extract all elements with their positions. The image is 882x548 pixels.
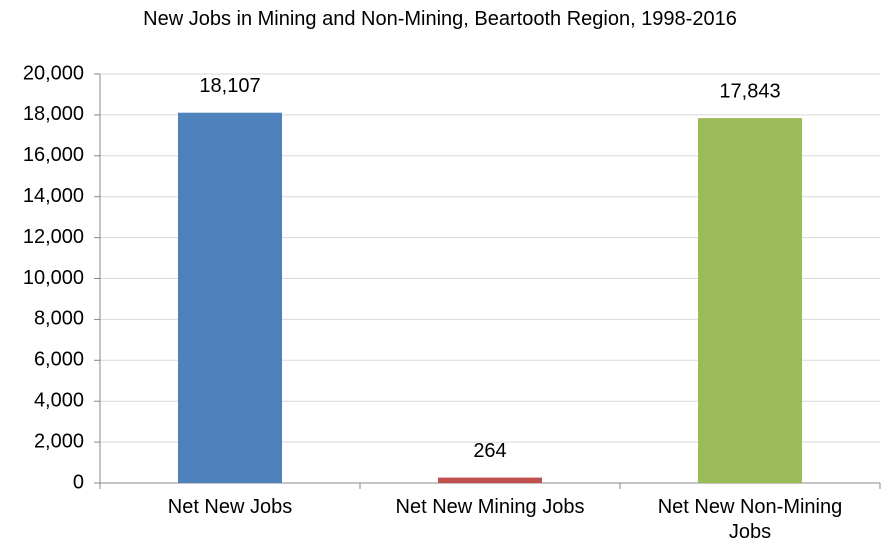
bar [178,112,282,483]
y-tick-label: 2,000 [34,430,84,452]
y-tick-label: 14,000 [23,185,84,207]
bar [438,477,542,483]
x-tick-label: Net New Non-Mining Jobs [657,496,843,543]
y-tick-label: 16,000 [23,144,84,166]
data-label: 264 [473,440,506,462]
data-label: 17,843 [719,80,780,102]
y-tick-label: 10,000 [23,267,84,289]
y-tick-label: 0 [73,471,84,493]
data-label: 18,107 [199,75,260,97]
y-tick-label: 8,000 [34,308,84,330]
x-tick-label: Net New Mining Jobs [395,496,585,518]
x-tick-label: Net New Jobs [167,496,293,518]
y-tick-label: 4,000 [34,389,84,411]
bar [698,118,802,483]
y-tick-label: 18,000 [23,103,84,125]
y-tick-label: 20,000 [23,62,84,84]
chart-title: New Jobs in Mining and Non-Mining, Beart… [143,8,737,30]
y-tick-label: 12,000 [23,226,84,248]
y-tick-label: 6,000 [34,349,84,371]
